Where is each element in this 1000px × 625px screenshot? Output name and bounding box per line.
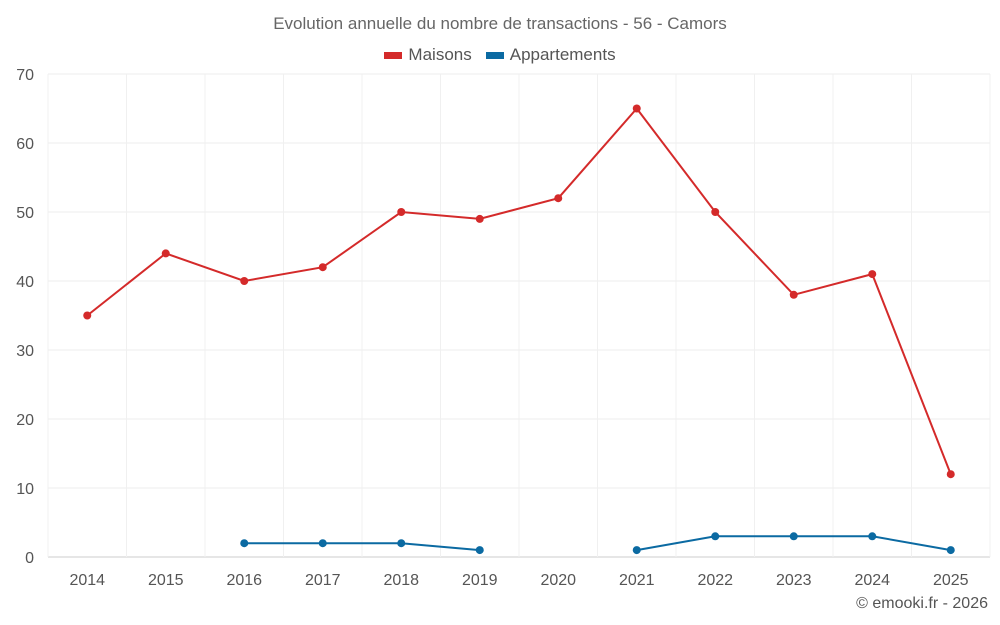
chart-legend: Maisons Appartements [0,45,1000,65]
legend-label-maisons: Maisons [408,45,472,64]
y-tick-label: 40 [16,274,34,291]
data-point-maisons [554,194,563,203]
data-point-maisons [868,270,877,279]
data-point-appartements [711,532,720,541]
data-point-maisons [632,104,641,113]
x-tick-label: 2022 [697,572,733,589]
y-tick-label: 20 [16,412,34,429]
copyright-credit: © emooki.fr - 2026 [856,595,988,612]
legend-item-maisons[interactable]: Maisons [384,45,472,65]
x-tick-label: 2018 [383,572,419,589]
data-point-appartements [946,546,955,555]
chart-title: Evolution annuelle du nombre de transact… [273,14,727,33]
data-point-maisons [475,214,484,223]
x-tick-label: 2019 [462,572,498,589]
legend-swatch-maisons [384,51,403,59]
data-point-maisons [161,249,170,258]
y-tick-label: 10 [16,481,34,498]
x-tick-label: 2015 [148,572,184,589]
y-tick-label: 70 [16,67,34,84]
x-tick-label: 2023 [776,572,812,589]
y-tick-label: 0 [25,550,34,567]
data-point-appartements [240,539,249,548]
x-tick-label: 2020 [540,572,576,589]
series-line-appartements [244,542,480,552]
data-point-appartements [632,546,641,555]
data-point-appartements [475,546,484,555]
data-point-maisons [83,311,92,320]
data-point-appartements [318,539,327,548]
data-point-maisons [946,470,955,479]
y-tick-label: 50 [16,205,34,222]
data-point-appartements [868,532,877,541]
x-tick-label: 2021 [619,572,655,589]
data-point-maisons [789,290,798,299]
y-tick-label: 60 [16,136,34,153]
data-point-maisons [318,263,327,272]
data-point-maisons [397,208,406,216]
x-tick-label: 2017 [305,572,341,589]
data-point-maisons [711,208,720,216]
x-tick-label: 2024 [854,572,890,589]
data-point-appartements [789,532,798,541]
series-line-maisons [86,106,952,475]
x-tick-label: 2016 [226,572,262,589]
legend-swatch-appartements [485,51,504,59]
x-tick-label: 2014 [69,572,105,589]
data-point-maisons [240,277,249,285]
data-point-appartements [397,539,406,548]
legend-label-appartements: Appartements [509,45,616,64]
y-tick-label: 30 [16,343,34,360]
legend-item-appartements[interactable]: Appartements [485,45,616,65]
x-tick-label: 2025 [933,572,969,589]
